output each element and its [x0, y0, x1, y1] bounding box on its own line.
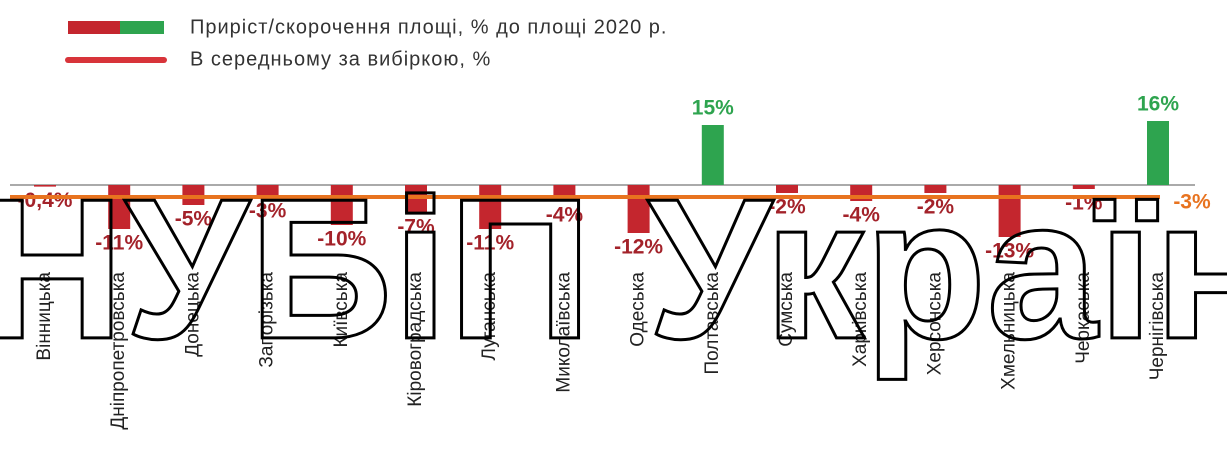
x-tick-label: Чернігівська: [1147, 272, 1168, 381]
bar: [924, 185, 947, 193]
bar: [1147, 121, 1169, 185]
x-tick-label: Миколаївська: [553, 272, 574, 393]
value-label: -2%: [768, 196, 806, 219]
value-label: -12%: [614, 236, 663, 259]
value-label: -3%: [249, 200, 287, 223]
bar: [1072, 185, 1095, 189]
value-label: -0,4%: [18, 189, 73, 212]
x-tick-label: Луганська: [479, 272, 500, 361]
x-tick-label: Черкаська: [1073, 272, 1094, 364]
x-tick-label: Кіровоградська: [405, 272, 426, 407]
x-tick-label: Київська: [331, 272, 352, 348]
legend: Приріст/скорочення площі, % до площі 202…: [65, 16, 667, 70]
value-label: 15%: [692, 97, 734, 120]
x-tick-label: Херсонська: [924, 272, 945, 376]
x-tick-label: Донецька: [182, 272, 203, 357]
bar: [256, 185, 279, 197]
value-label: -4%: [843, 204, 881, 227]
x-tick-label: Вінницька: [34, 272, 55, 361]
x-tick-label: Дніпропетровська: [108, 272, 129, 430]
value-label: -11%: [95, 232, 143, 255]
value-label: -10%: [317, 228, 366, 251]
value-label: -7%: [397, 216, 435, 239]
bar: [34, 185, 56, 187]
value-label: -11%: [466, 232, 514, 255]
value-label: -2%: [917, 196, 955, 219]
average-label: -3%: [1173, 191, 1211, 214]
x-tick-label: Полтавська: [702, 272, 723, 375]
bar: [701, 125, 724, 185]
x-tick-label: Харківська: [850, 272, 871, 367]
legend-label: В середньому за вибіркою, %: [190, 48, 491, 70]
value-label: 16%: [1137, 93, 1179, 116]
legend-swatch-positive: [120, 21, 164, 34]
value-label: -5%: [175, 208, 213, 231]
watermark: НУБіП України: [0, 158, 1227, 381]
x-tick-label: Одеська: [628, 272, 649, 347]
value-label: -13%: [985, 240, 1034, 263]
bar: [776, 185, 798, 193]
value-label: -4%: [546, 204, 584, 227]
legend-label: Приріст/скорочення площі, % до площі 202…: [190, 16, 667, 38]
legend-swatch-negative: [68, 21, 120, 34]
x-tick-label: Хмельницька: [999, 272, 1020, 390]
x-tick-label: Запорізька: [257, 272, 278, 368]
x-tick-label: Сумська: [776, 272, 797, 347]
